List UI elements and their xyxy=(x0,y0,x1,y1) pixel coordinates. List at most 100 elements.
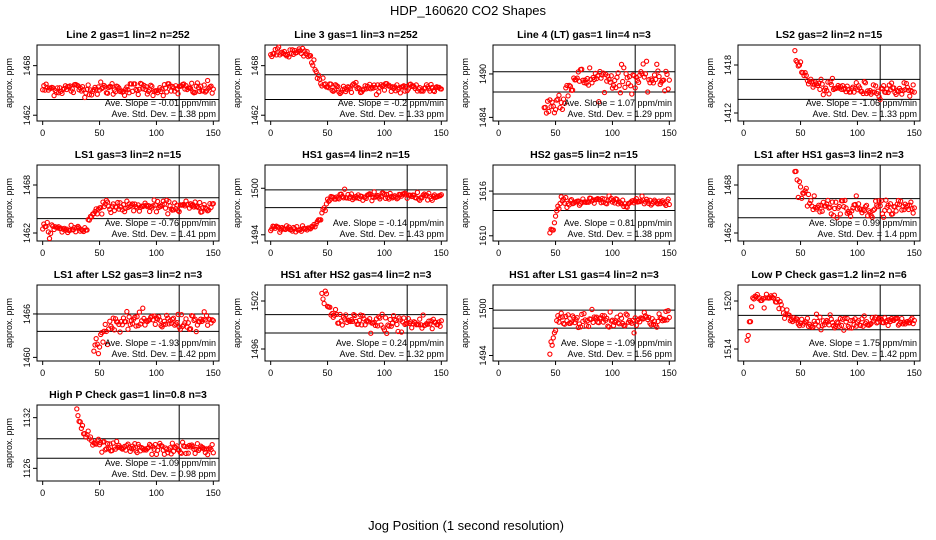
data-point xyxy=(322,288,328,294)
data-point xyxy=(187,85,194,92)
data-point xyxy=(565,93,571,99)
data-point xyxy=(870,207,877,213)
data-point xyxy=(99,449,105,455)
data-point xyxy=(589,306,595,313)
data-point xyxy=(124,84,130,90)
data-point xyxy=(550,335,556,341)
y-axis-label: approx. ppm xyxy=(460,298,470,348)
panel-title: Line 2 gas=1 lin=2 n=252 xyxy=(66,29,190,41)
data-point xyxy=(384,330,390,337)
data-point xyxy=(585,323,592,330)
y-tick-label: 1616 xyxy=(478,181,488,201)
data-point xyxy=(607,79,613,85)
data-point xyxy=(804,315,811,322)
x-tick-label: 0 xyxy=(496,128,501,138)
data-point xyxy=(863,202,870,208)
plot-frame xyxy=(36,404,220,482)
data-point xyxy=(200,316,206,323)
data-point xyxy=(632,85,638,91)
data-point xyxy=(70,89,77,96)
data-point xyxy=(834,319,840,325)
data-point xyxy=(837,83,844,90)
data-point xyxy=(127,448,133,454)
data-point xyxy=(132,81,138,87)
avg-slope-label: Ave. Slope = 1.75 ppm/min xyxy=(809,338,917,348)
data-point xyxy=(44,219,50,226)
data-point xyxy=(820,91,826,98)
data-point xyxy=(197,199,203,206)
data-point xyxy=(828,81,834,88)
data-point xyxy=(646,77,652,83)
x-tick-label: 50 xyxy=(95,128,105,138)
data-point xyxy=(182,443,188,450)
data-point xyxy=(438,86,444,92)
data-point xyxy=(909,88,915,95)
data-point xyxy=(74,406,80,412)
data-point xyxy=(349,82,356,88)
data-point xyxy=(125,326,131,332)
data-point xyxy=(429,326,435,332)
data-point xyxy=(115,84,121,90)
y-tick-label: 1490 xyxy=(478,64,488,84)
y-axis-label: approx. ppm xyxy=(232,298,242,348)
data-point xyxy=(645,89,651,95)
data-point xyxy=(559,314,566,320)
y-tick-label: 1500 xyxy=(250,178,260,198)
data-point xyxy=(832,205,838,212)
data-point xyxy=(140,305,146,311)
data-point xyxy=(322,207,328,214)
data-point xyxy=(907,320,913,326)
data-point xyxy=(174,319,180,326)
data-point xyxy=(651,72,658,78)
x-tick-label: 0 xyxy=(741,128,746,138)
data-point xyxy=(183,450,189,457)
data-point xyxy=(784,307,790,313)
data-point xyxy=(662,317,668,323)
data-point xyxy=(368,330,374,336)
data-point xyxy=(340,195,347,201)
plot-frame xyxy=(737,44,921,122)
data-point xyxy=(551,110,558,116)
data-point xyxy=(166,321,172,327)
data-point xyxy=(606,76,612,83)
data-point xyxy=(320,75,326,81)
data-point xyxy=(577,324,584,330)
y-axis-label: approx. ppm xyxy=(4,298,14,348)
data-point xyxy=(162,205,169,211)
panel-title: High P Check gas=1 lin=0.8 n=3 xyxy=(49,389,207,401)
x-axis-label: Jog Position (1 second resolution) xyxy=(368,518,564,533)
data-point xyxy=(428,81,434,88)
data-point xyxy=(817,209,823,215)
panel-title: HS1 after LS1 gas=4 lin=2 n=3 xyxy=(509,269,659,281)
data-point xyxy=(842,197,848,204)
data-point xyxy=(827,204,833,210)
data-point xyxy=(604,315,610,321)
data-point xyxy=(415,322,422,328)
data-point xyxy=(169,316,176,322)
data-point xyxy=(875,88,881,94)
avg-slope-label: Ave. Slope = -0.01 ppm/min xyxy=(105,98,216,108)
data-point xyxy=(210,318,216,324)
plot-frame xyxy=(492,284,676,362)
data-point xyxy=(426,190,432,197)
data-point xyxy=(193,328,199,335)
x-tick-label: 100 xyxy=(605,248,620,258)
data-point xyxy=(413,82,419,88)
data-point xyxy=(610,322,617,329)
data-point xyxy=(202,89,208,95)
data-point xyxy=(75,412,81,419)
data-point xyxy=(67,227,73,233)
data-point xyxy=(160,198,166,204)
data-point xyxy=(854,206,861,212)
data-point xyxy=(665,308,671,314)
data-point xyxy=(846,325,853,331)
data-point xyxy=(398,329,405,335)
data-point xyxy=(867,321,873,328)
data-point xyxy=(774,299,780,305)
data-point xyxy=(863,319,870,325)
panel-title: HS1 gas=4 lin=2 n=15 xyxy=(302,149,410,161)
x-tick-label: 150 xyxy=(206,248,221,258)
data-point xyxy=(209,442,215,448)
x-tick-label: 50 xyxy=(551,368,561,378)
avg-slope-label: Ave. Slope = -0.76 ppm/min xyxy=(105,218,216,228)
